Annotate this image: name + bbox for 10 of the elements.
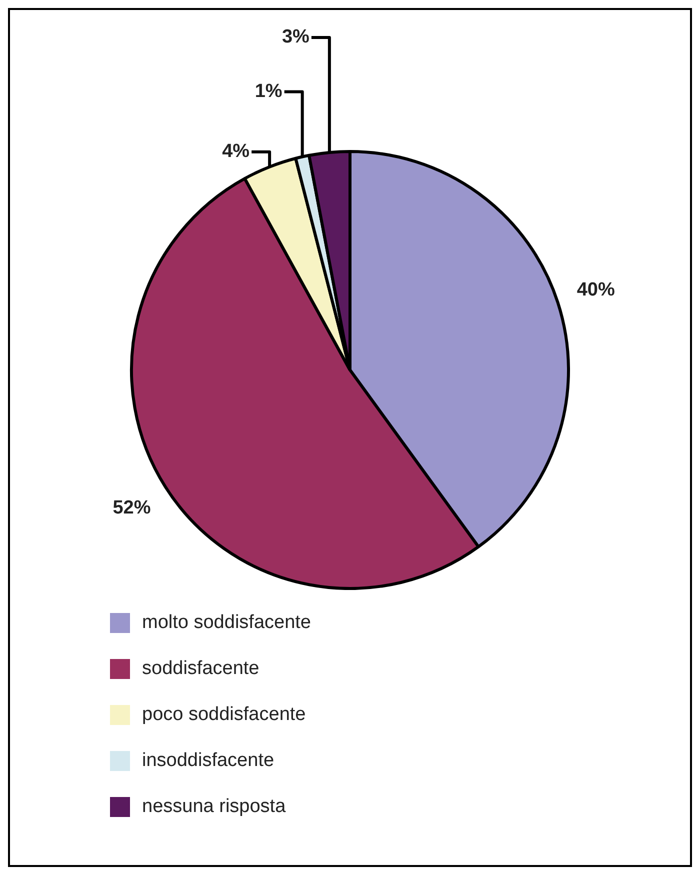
data-label: 40%	[576, 279, 615, 300]
legend-label: insoddisfacente	[142, 750, 274, 772]
data-label: 52%	[112, 498, 151, 519]
data-label: 3%	[282, 26, 310, 48]
legend-label: molto soddisfacente	[142, 612, 311, 634]
legend-label: nessuna risposta	[142, 796, 286, 818]
data-label: 1%	[254, 80, 282, 102]
legend-label: soddisfacente	[142, 658, 260, 680]
data-label: 4%	[222, 141, 250, 162]
legend-label: poco soddisfacente	[142, 704, 306, 726]
